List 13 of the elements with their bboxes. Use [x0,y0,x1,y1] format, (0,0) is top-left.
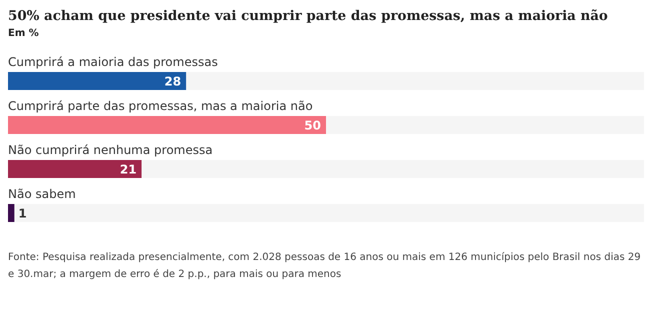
data-label: 21 [120,162,137,176]
y-tick-label: Cumprirá a maioria das promessas [8,55,218,69]
y-tick-label: Não cumprirá nenhuma promessa [8,143,213,157]
source-note: Fonte: Pesquisa realizada presencialmente, com 2.028 pessoas de 16 anos ou mais em 126 municípios pelo Brasil nos dias 29 e 30.mar; a margem de erro é de 2 p.p., para mais ou para menos [8,251,642,282]
chart-title: 50% acham que presidente vai cumprir parte das promessas, mas a maioria não [8,8,609,24]
data-label: 1 [18,206,27,220]
bar [8,160,142,178]
data-label: 50 [304,118,321,132]
bar [8,204,14,222]
y-tick-label: Não sabem [8,187,76,201]
data-label: 28 [164,74,182,88]
y-tick-label: Cumprirá parte das promessas, mas a maioria não [8,99,313,113]
chart-subtitle: Em % [8,28,40,39]
